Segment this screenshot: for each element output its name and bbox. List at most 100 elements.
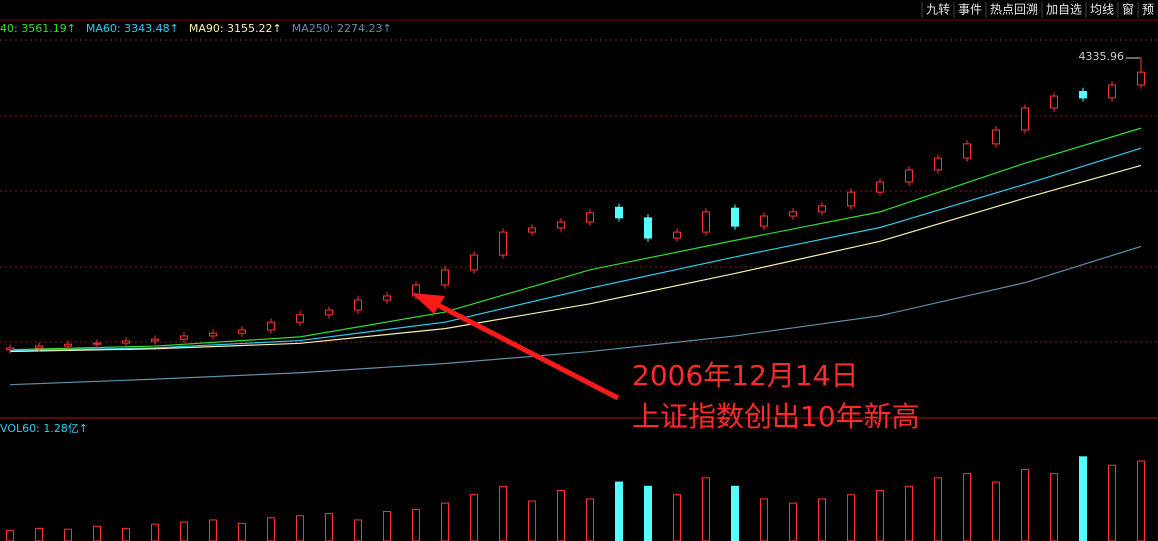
ma-line: [9, 164, 1142, 353]
volume-bar: [325, 513, 333, 541]
toolbar-button[interactable]: 窗: [1122, 3, 1134, 17]
volume-bar: [35, 527, 43, 541]
candle-body: [615, 206, 623, 219]
candle-body: [1137, 71, 1145, 86]
candle-body: [1079, 90, 1087, 99]
candle-body: [731, 207, 739, 227]
volume-bar: [238, 522, 246, 541]
volume-bar: [1050, 473, 1058, 541]
candle-body: [557, 221, 565, 229]
volume-bar: [209, 519, 217, 541]
candle-body: [64, 343, 72, 347]
volume-bar: [499, 485, 507, 541]
candle-body: [847, 191, 855, 207]
toolbar-button[interactable]: 热点回溯: [990, 2, 1038, 17]
toolbar-button[interactable]: 加自选: [1046, 3, 1082, 17]
candle-body: [702, 211, 710, 233]
volume-bar: [470, 494, 478, 541]
volume-bar: [818, 498, 826, 541]
volume-bar: [644, 485, 652, 541]
volume-bar: [673, 494, 681, 541]
volume-bar: [354, 519, 362, 541]
candle-body: [818, 205, 826, 213]
candle-body: [325, 309, 333, 316]
ma-line: [9, 147, 1142, 352]
toolbar-button[interactable]: 均线: [1090, 3, 1114, 17]
candle-body: [1108, 84, 1116, 99]
candle-body: [760, 215, 768, 227]
candle-body: [35, 345, 43, 349]
candle-body: [905, 169, 913, 183]
candle-body: [470, 254, 478, 271]
volume-bar: [963, 473, 971, 541]
candle-body: [644, 217, 652, 239]
ma-line: [9, 245, 1142, 386]
candle-body: [180, 335, 188, 340]
legend-entry: MA250: 2274.23↑: [292, 22, 392, 35]
volume-bar: [296, 515, 304, 541]
candle-body: [383, 295, 391, 301]
volume-legend: VOL60: 1.28亿↑: [0, 422, 88, 435]
toolbar-button[interactable]: 九转: [926, 2, 950, 17]
candle-body: [441, 269, 449, 286]
candle-body: [93, 342, 101, 345]
volume-bar: [93, 525, 101, 541]
candle-body: [267, 321, 275, 331]
legend-entry: MA60: 3343.48↑: [86, 22, 179, 35]
volume-bar: [151, 523, 159, 541]
annotation: 上证指数创出10年新高: [632, 400, 920, 433]
high-label: 4335.96: [1079, 50, 1125, 63]
volume-bar: [934, 477, 942, 541]
volume-bar: [1021, 468, 1029, 541]
candle-body: [6, 347, 14, 351]
candle-body: [673, 231, 681, 239]
volume-bar: [1079, 456, 1087, 541]
volume-bar: [1108, 464, 1116, 541]
volume-bar: [441, 502, 449, 541]
candle-body: [789, 211, 797, 217]
candle-body: [992, 129, 1000, 145]
volume-bar: [267, 517, 275, 541]
candle-body: [934, 157, 942, 171]
candle-body: [963, 143, 971, 159]
volume-bar: [615, 481, 623, 541]
annotation: 2006年12月14日: [632, 359, 859, 392]
volume-bar: [180, 521, 188, 541]
volume-bar: [412, 508, 420, 541]
volume-bar: [847, 494, 855, 541]
volume-bar: [789, 502, 797, 541]
volume-bar: [64, 528, 72, 541]
candle-body: [151, 338, 159, 342]
ma-line: [9, 127, 1142, 351]
volume-bar: [876, 490, 884, 541]
toolbar-button[interactable]: 预: [1142, 3, 1154, 17]
volume-bar: [122, 527, 130, 541]
toolbar-button[interactable]: 事件: [958, 3, 982, 17]
volume-bar: [1137, 460, 1145, 541]
legend-entry: MA90: 3155.22↑: [189, 22, 282, 35]
volume-bar: [557, 490, 565, 541]
volume-bar: [6, 529, 14, 541]
candle-body: [876, 181, 884, 193]
candle-body: [1021, 107, 1029, 131]
candle-body: [586, 212, 594, 223]
annotation-arrowhead: [412, 293, 445, 314]
candle-body: [499, 231, 507, 256]
volume-bar: [760, 498, 768, 541]
candle-body: [238, 329, 246, 334]
volume-bar: [905, 485, 913, 541]
volume-bar: [383, 511, 391, 541]
volume-bar: [731, 485, 739, 541]
legend-entry: 40: 3561.19↑: [0, 22, 76, 35]
volume-bar: [528, 500, 536, 541]
candle-body: [122, 340, 130, 344]
volume-bar: [992, 481, 1000, 541]
candle-body: [296, 314, 304, 323]
candle-body: [1050, 95, 1058, 109]
grid: [0, 39, 1158, 343]
candle-body: [354, 299, 362, 311]
